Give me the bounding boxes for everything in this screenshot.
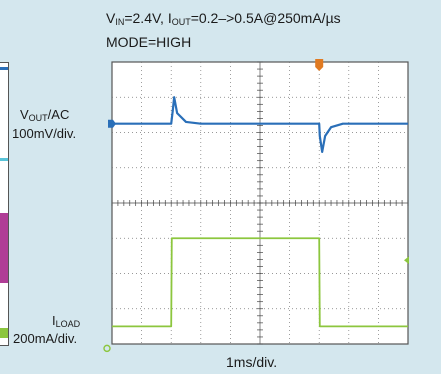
- vout-trace: [112, 96, 408, 153]
- chart-title-line-2: MODE=HIGH: [106, 34, 192, 50]
- iload-label: ILOAD: [52, 313, 80, 329]
- iout-value: =0.2–>0.5A@250mA/µs: [190, 10, 341, 26]
- iload-channel-marker: [103, 344, 111, 353]
- vin-value: =2.4V, I: [124, 10, 172, 26]
- vout-label: VOUT/AC: [20, 107, 69, 123]
- trigger-level-marker: [404, 256, 409, 265]
- vin-subscript: IN: [115, 17, 125, 27]
- iload-trace: [112, 237, 408, 328]
- vout-subscript: OUT: [28, 113, 48, 123]
- adjacent-scope-edge: [0, 62, 9, 346]
- iload-scale-label: 200mA/div.: [13, 331, 78, 346]
- chart-title-line-1: VIN=2.4V, IOUT=0.2–>0.5A@250mA/µs: [106, 10, 341, 27]
- adjacent-green-trace: [0, 328, 8, 338]
- vout-channel-marker: [108, 119, 116, 128]
- iout-subscript: OUT: [171, 17, 191, 27]
- vin-symbol: V: [106, 10, 116, 26]
- iload-symbol: I: [52, 313, 56, 328]
- adjacent-cyan-trace: [0, 158, 8, 161]
- markers: [103, 59, 409, 353]
- traces: [112, 96, 408, 328]
- vout-suffix: /AC: [47, 107, 70, 122]
- trigger-marker: [315, 59, 324, 71]
- vout-symbol: V: [20, 107, 29, 122]
- adjacent-magenta-trace: [0, 213, 8, 283]
- time-scale-label: 1ms/div.: [226, 354, 278, 370]
- vout-scale-label: 100mV/div.: [12, 126, 77, 141]
- iload-subscript: LOAD: [55, 319, 81, 329]
- adjacent-blue-trace: [0, 67, 8, 70]
